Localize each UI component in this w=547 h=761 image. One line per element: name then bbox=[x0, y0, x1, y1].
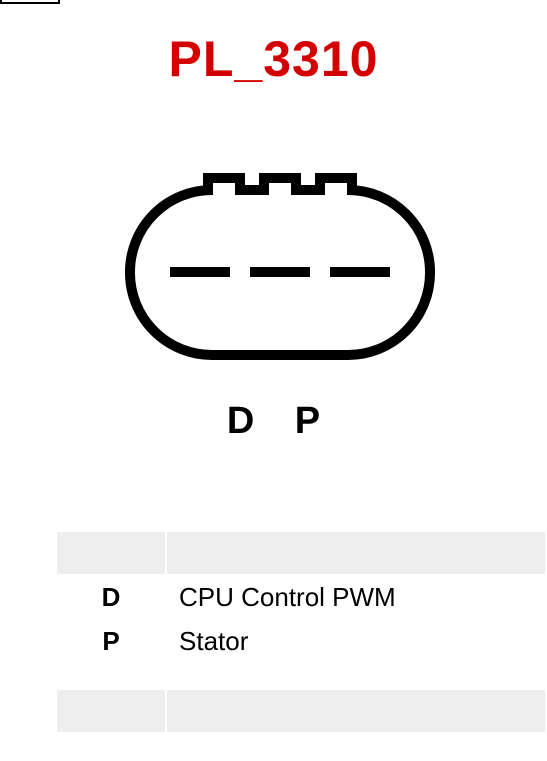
spacer-row bbox=[56, 663, 546, 689]
legend-table-region: D CPU Control PWM P Stator bbox=[55, 530, 547, 734]
legend-header-row bbox=[56, 531, 546, 575]
corner-mark bbox=[0, 0, 60, 4]
legend-value: Stator bbox=[166, 619, 546, 663]
legend-key: P bbox=[56, 619, 166, 663]
part-title: PL_3310 bbox=[0, 30, 547, 88]
legend-value: CPU Control PWM bbox=[166, 575, 546, 619]
pin-label-p: P bbox=[295, 400, 320, 443]
pin-label-d: D bbox=[227, 400, 254, 443]
table-row: D CPU Control PWM bbox=[56, 575, 546, 619]
legend-key: D bbox=[56, 575, 166, 619]
legend-footer-value bbox=[166, 689, 546, 733]
legend-header-value bbox=[166, 531, 546, 575]
legend-header-key bbox=[56, 531, 166, 575]
legend-table: D CPU Control PWM P Stator bbox=[55, 530, 547, 734]
legend-footer-row bbox=[56, 689, 546, 733]
legend-footer-key bbox=[56, 689, 166, 733]
pin-labels-row: D P bbox=[0, 400, 547, 443]
connector-svg bbox=[0, 150, 547, 410]
table-row: P Stator bbox=[56, 619, 546, 663]
